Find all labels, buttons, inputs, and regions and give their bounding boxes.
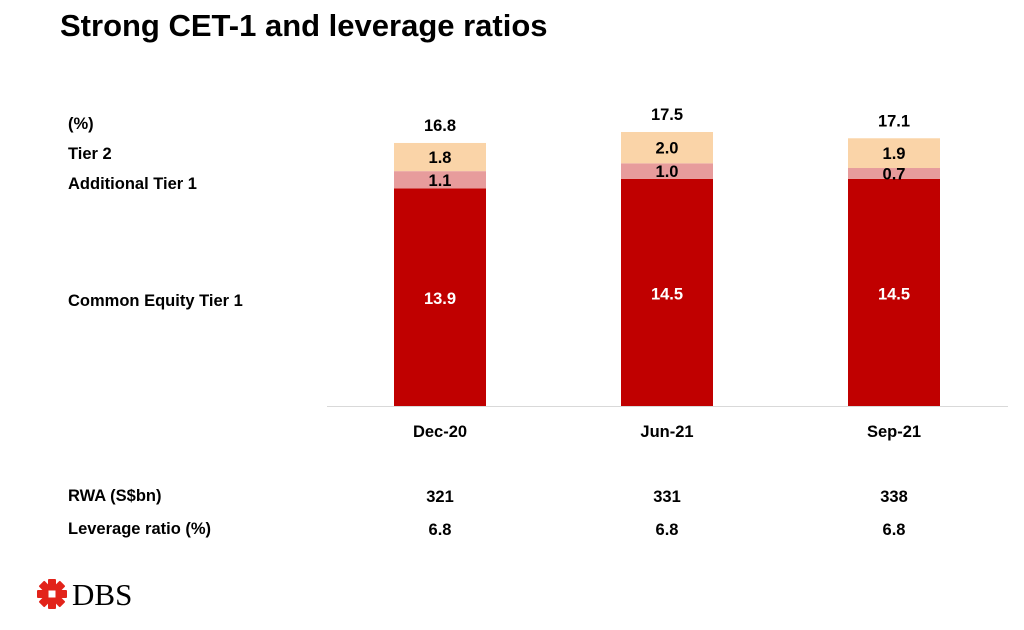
value-label-cet1: 14.5 — [651, 285, 683, 303]
value-label-cet1: 14.5 — [878, 285, 910, 303]
page-title: Strong CET-1 and leverage ratios — [60, 8, 548, 43]
bar-at1-dec-20 — [394, 171, 486, 189]
leverage-value: 6.8 — [429, 521, 452, 539]
total-label: 17.5 — [651, 106, 683, 124]
bar-tier2-jun-21 — [621, 132, 713, 164]
legend-at1-label: Additional Tier 1 — [68, 175, 197, 193]
rwa-row-label: RWA (S$bn) — [68, 487, 162, 505]
total-label: 16.8 — [424, 117, 456, 135]
category-label: Sep-21 — [867, 423, 921, 441]
value-label-tier2: 1.8 — [429, 149, 452, 167]
value-label-tier2: 1.9 — [883, 145, 906, 163]
legend-tier2-label: Tier 2 — [68, 145, 112, 163]
rwa-value: 338 — [880, 488, 908, 506]
dbs-star-icon — [37, 579, 67, 609]
unit-label: (%) — [68, 115, 94, 133]
value-label-cet1: 13.9 — [424, 290, 456, 308]
bar-at1-sep-21 — [848, 168, 940, 179]
leverage-row-label: Leverage ratio (%) — [68, 520, 212, 538]
bar-tier2-sep-21 — [848, 138, 940, 169]
value-label-at1: 0.7 — [883, 165, 906, 183]
leverage-value: 6.8 — [656, 521, 679, 539]
rwa-value: 331 — [653, 488, 681, 506]
bar-tier2-dec-20 — [394, 142, 486, 172]
bar-cet1-sep-21 — [848, 178, 940, 406]
value-label-tier2: 2.0 — [656, 140, 679, 158]
value-label-at1: 1.1 — [429, 172, 452, 190]
value-label-at1: 1.0 — [656, 163, 679, 181]
leverage-value: 6.8 — [883, 521, 906, 539]
total-label: 17.1 — [878, 112, 910, 130]
dbs-logo: DBS — [36, 578, 132, 610]
bar-cet1-dec-20 — [394, 188, 486, 406]
category-label: Jun-21 — [640, 423, 693, 441]
category-label: Dec-20 — [413, 423, 467, 441]
rwa-value: 321 — [426, 488, 454, 506]
legend-cet1-label: Common Equity Tier 1 — [68, 292, 243, 310]
bar-cet1-jun-21 — [621, 178, 713, 406]
bar-at1-jun-21 — [621, 163, 713, 179]
logo-text: DBS — [72, 576, 133, 612]
